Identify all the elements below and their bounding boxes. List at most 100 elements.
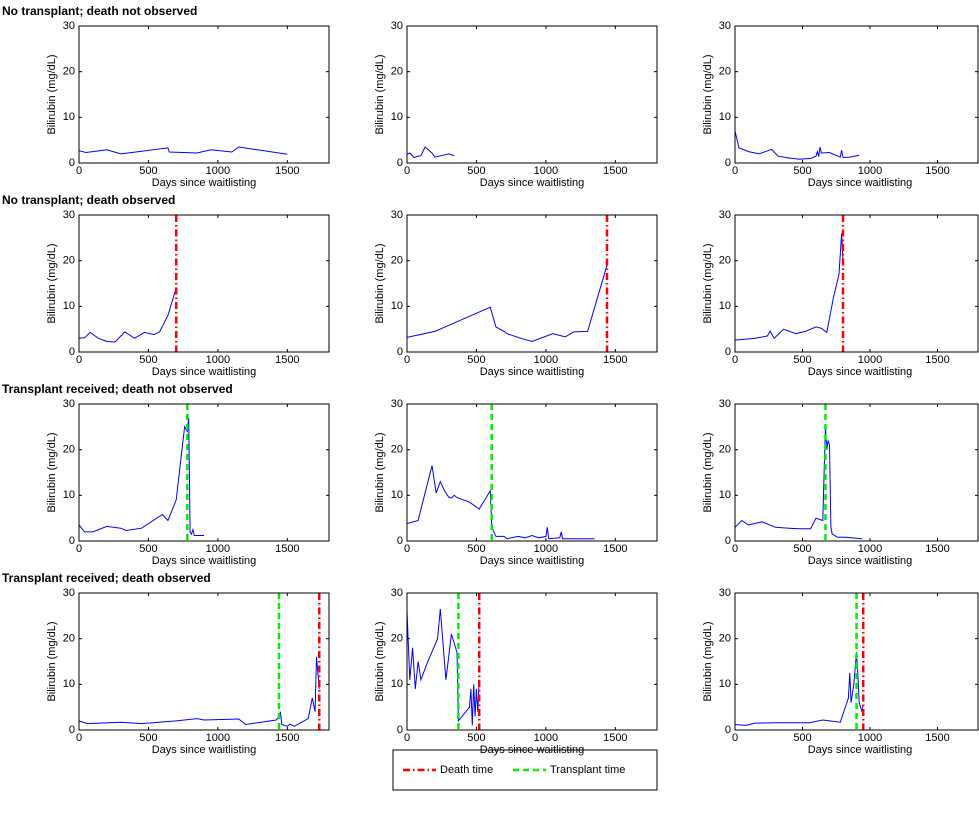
axes-frame [78, 592, 330, 731]
y-axis-label: Bilirubin (mg/dL) [46, 432, 58, 512]
x-axis-label: Days since waitlisting [152, 744, 257, 756]
y-tick-label: 20 [719, 66, 731, 78]
y-tick-label: 20 [391, 633, 403, 645]
y-axis-label: Bilirubin (mg/dL) [702, 243, 714, 323]
y-tick-label: 20 [719, 633, 731, 645]
y-tick-label: 30 [391, 587, 403, 599]
y-tick-label: 20 [719, 255, 731, 267]
x-tick-label: 1000 [858, 165, 882, 177]
y-tick-label: 10 [391, 489, 403, 501]
x-tick-label: 0 [76, 543, 82, 555]
x-tick-label: 500 [139, 165, 157, 177]
y-tick-label: 0 [397, 535, 403, 547]
y-tick-label: 10 [719, 111, 731, 123]
x-axis-label: Days since waitlisting [808, 177, 913, 189]
y-axis-label: Bilirubin (mg/dL) [374, 432, 386, 512]
data-line [78, 287, 177, 343]
data-line [406, 465, 595, 540]
x-tick-label: 1500 [275, 543, 299, 555]
x-tick-label: 0 [76, 732, 82, 744]
x-tick-label: 500 [793, 165, 811, 177]
data-line [406, 265, 608, 343]
x-tick-label: 1500 [925, 543, 949, 555]
row-title: Transplant received; death observed [2, 571, 211, 585]
plot-area [79, 593, 329, 730]
data-line [406, 146, 455, 159]
y-axis-label: Bilirubin (mg/dL) [46, 54, 58, 134]
data-line [734, 652, 864, 726]
y-tick-label: 10 [63, 489, 75, 501]
axes-frame [406, 214, 658, 353]
y-tick-label: 30 [63, 398, 75, 410]
x-tick-label: 0 [732, 732, 738, 744]
x-tick-label: 0 [404, 543, 410, 555]
plot-area [407, 404, 657, 541]
y-tick-label: 30 [63, 209, 75, 221]
x-axis-label: Days since waitlisting [152, 555, 257, 567]
y-tick-label: 0 [69, 346, 75, 358]
x-tick-label: 500 [467, 165, 485, 177]
row-title: No transplant; death not observed [2, 4, 197, 18]
y-axis-label: Bilirubin (mg/dL) [702, 54, 714, 134]
axes-frame [406, 403, 658, 542]
x-tick-label: 1500 [925, 732, 949, 744]
x-tick-label: 1000 [534, 165, 558, 177]
y-tick-label: 0 [397, 724, 403, 736]
axes-frame [78, 403, 330, 542]
y-tick-label: 20 [391, 255, 403, 267]
x-tick-label: 1000 [206, 732, 230, 744]
x-tick-label: 500 [467, 732, 485, 744]
y-axis-label: Bilirubin (mg/dL) [46, 621, 58, 701]
data-line [734, 233, 844, 341]
y-tick-label: 30 [391, 20, 403, 32]
y-tick-label: 0 [725, 157, 731, 169]
y-tick-label: 10 [63, 111, 75, 123]
y-tick-label: 20 [63, 633, 75, 645]
y-tick-label: 0 [397, 157, 403, 169]
plot-area [407, 26, 657, 163]
x-axis-label: Days since waitlisting [480, 177, 585, 189]
axes-frame [406, 25, 658, 164]
plot-area [79, 26, 329, 163]
x-tick-label: 1500 [275, 732, 299, 744]
y-tick-label: 30 [391, 398, 403, 410]
plot-area [79, 404, 329, 541]
x-tick-label: 0 [732, 354, 738, 366]
x-tick-label: 1000 [534, 732, 558, 744]
x-tick-label: 0 [404, 354, 410, 366]
legend-label: Death time [440, 764, 493, 776]
x-tick-label: 1500 [275, 165, 299, 177]
x-axis-label: Days since waitlisting [480, 366, 585, 378]
y-tick-label: 0 [725, 346, 731, 358]
x-tick-label: 0 [732, 165, 738, 177]
axes-frame [734, 25, 979, 164]
plot-area [735, 404, 978, 541]
x-tick-label: 500 [793, 354, 811, 366]
axes-frame [734, 214, 979, 353]
x-tick-label: 1000 [534, 354, 558, 366]
y-tick-label: 20 [391, 66, 403, 78]
x-tick-label: 0 [76, 165, 82, 177]
y-axis-label: Bilirubin (mg/dL) [374, 54, 386, 134]
y-axis-label: Bilirubin (mg/dL) [702, 432, 714, 512]
y-tick-label: 10 [63, 300, 75, 312]
x-axis-label: Days since waitlisting [808, 555, 913, 567]
data-line [406, 608, 480, 726]
plot-area [79, 215, 329, 352]
x-axis-label: Days since waitlisting [152, 177, 257, 189]
y-tick-label: 10 [719, 489, 731, 501]
plot-area [407, 593, 657, 730]
x-tick-label: 500 [467, 354, 485, 366]
x-tick-label: 1500 [603, 354, 627, 366]
x-axis-label: Days since waitlisting [480, 744, 585, 756]
x-tick-label: 1500 [603, 165, 627, 177]
x-tick-label: 1000 [534, 543, 558, 555]
y-tick-label: 20 [719, 444, 731, 456]
data-line [734, 130, 860, 160]
y-tick-label: 10 [391, 111, 403, 123]
y-tick-label: 20 [391, 444, 403, 456]
y-tick-label: 30 [719, 587, 731, 599]
y-tick-label: 20 [63, 255, 75, 267]
x-tick-label: 1000 [858, 543, 882, 555]
legend-label: Transplant time [550, 764, 625, 776]
